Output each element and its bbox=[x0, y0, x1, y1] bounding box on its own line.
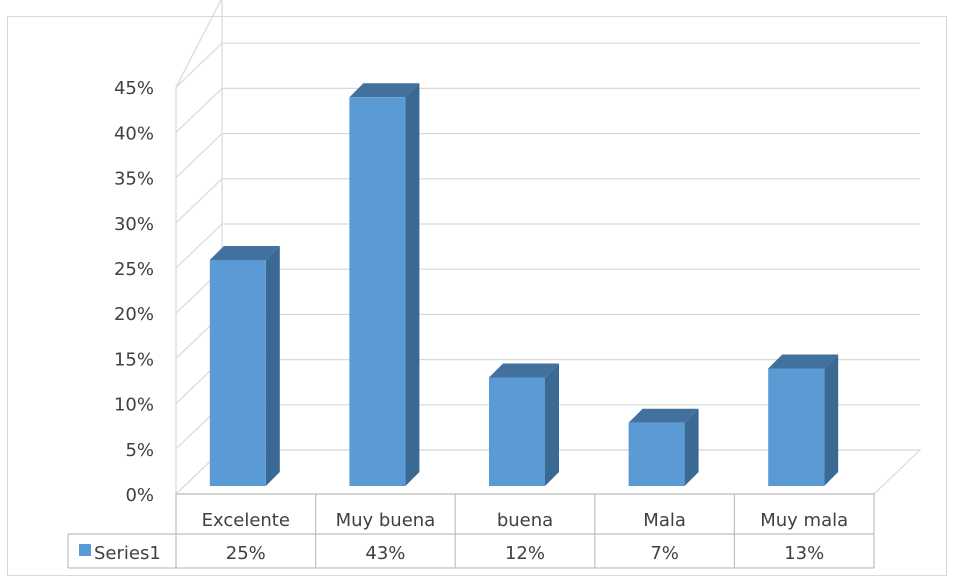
bar-side bbox=[824, 354, 839, 486]
bar-top bbox=[209, 246, 280, 260]
x-category-label: Mala bbox=[643, 510, 686, 531]
side-gridline bbox=[175, 42, 223, 88]
y-tick-label: 40% bbox=[114, 123, 154, 144]
bar-front bbox=[349, 97, 406, 486]
bar-front bbox=[628, 422, 685, 486]
data-table-value: 25% bbox=[226, 543, 266, 564]
side-gridline bbox=[175, 178, 223, 224]
data-table-value: 13% bbox=[784, 543, 824, 564]
y-tick-label: 35% bbox=[114, 169, 154, 190]
x-category-label: Excelente bbox=[202, 510, 290, 531]
bar-side bbox=[405, 83, 420, 486]
y-tick-label: 0% bbox=[125, 485, 154, 506]
side-gridline bbox=[175, 0, 222, 88]
data-table-value: 7% bbox=[650, 543, 679, 564]
legend-key-icon bbox=[79, 544, 91, 556]
bar-mala bbox=[628, 408, 699, 486]
bar-top bbox=[768, 354, 839, 369]
bar-side bbox=[684, 408, 699, 486]
bar-buena bbox=[489, 363, 559, 486]
series-name: Series1 bbox=[94, 543, 161, 564]
bar-front bbox=[768, 368, 825, 486]
bar-top bbox=[489, 363, 559, 378]
bar-side bbox=[265, 246, 280, 486]
y-tick-label: 5% bbox=[125, 440, 154, 461]
y-axis-tick-labels: 0% 5% 10% 15% 20% 25% 30% 35% 40% 45% bbox=[114, 78, 154, 506]
y-tick-label: 10% bbox=[114, 395, 154, 416]
data-table-value: 12% bbox=[505, 543, 545, 564]
bar-front bbox=[489, 377, 545, 486]
bar-top bbox=[628, 408, 699, 423]
x-category-label: buena bbox=[497, 510, 553, 531]
side-gridline bbox=[175, 223, 223, 269]
x-category-label: Muy buena bbox=[336, 510, 436, 531]
bar-top bbox=[349, 83, 420, 98]
data-table: Excelente 25% Muy buena 43% buena 12% Mala 7% Mu… bbox=[67, 493, 875, 569]
bars bbox=[209, 83, 839, 486]
bar-muy-buena bbox=[349, 83, 420, 486]
bar-excelente bbox=[209, 246, 280, 486]
bar-front bbox=[209, 260, 266, 486]
x-category-label: Muy mala bbox=[760, 510, 848, 531]
y-tick-label: 45% bbox=[114, 78, 154, 99]
y-tick-label: 25% bbox=[114, 259, 154, 280]
data-table-value: 43% bbox=[365, 543, 405, 564]
y-tick-label: 30% bbox=[114, 214, 154, 235]
side-gridline bbox=[175, 87, 223, 133]
side-gridline bbox=[175, 133, 223, 179]
y-tick-label: 20% bbox=[114, 304, 154, 325]
bar-muy-mala bbox=[768, 354, 839, 486]
bar-side bbox=[545, 363, 559, 486]
y-tick-label: 15% bbox=[114, 349, 154, 370]
